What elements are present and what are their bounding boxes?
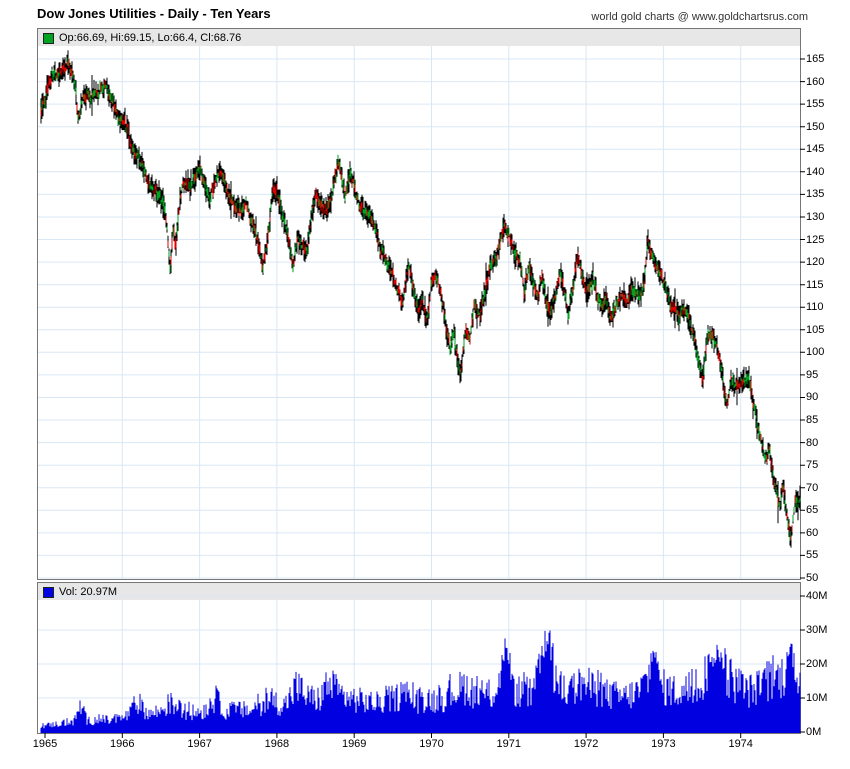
x-axis-tick-label: 1970 <box>419 738 444 750</box>
x-axis-tick-label: 1971 <box>496 738 522 750</box>
y-axis-tick-label: 150 <box>806 120 825 133</box>
y-axis-tick-label: 155 <box>806 98 825 111</box>
y-axis-tick-label: 85 <box>806 414 819 427</box>
y-axis-tick-label: 100 <box>806 346 825 359</box>
x-axis-tick-label: 1973 <box>651 738 676 750</box>
y-axis-tick-label: 135 <box>806 188 825 201</box>
y-axis-tick-label: 10M <box>806 692 828 704</box>
y-axis-tick-label: 20M <box>806 658 828 670</box>
price-panel: Op:66.69, Hi:69.15, Lo:66.4, Cl:68.76 <box>37 28 805 580</box>
x-axis-tick-label: 1972 <box>573 738 599 750</box>
volume-panel: Vol: 20.97M <box>37 582 805 738</box>
price-series-swatch-icon <box>43 32 54 44</box>
x-axis-tick-label: 1965 <box>32 738 58 750</box>
y-axis-tick-label: 55 <box>806 549 819 562</box>
y-axis-tick-label: 95 <box>806 368 819 381</box>
price-legend: Op:66.69, Hi:69.15, Lo:66.4, Cl:68.76 <box>39 31 241 45</box>
y-axis-tick-label: 50 <box>806 572 819 584</box>
volume-legend-label: Vol: 20.97M <box>59 586 118 598</box>
y-axis-tick-label: 110 <box>806 301 824 314</box>
x-axis-tick-label: 1974 <box>728 738 753 750</box>
y-axis-tick-label: 125 <box>806 233 825 246</box>
y-axis-tick-label: 105 <box>806 323 825 336</box>
y-axis-tick-label: 0M <box>806 726 822 738</box>
watermark-text: world gold charts @ www.goldchartsrus.co… <box>591 11 808 23</box>
y-axis-tick-label: 80 <box>806 436 819 449</box>
x-axis-tick-label: 1966 <box>110 738 135 750</box>
y-axis-tick-label: 120 <box>806 256 825 269</box>
y-axis-tick-label: 115 <box>806 278 824 291</box>
y-axis-tick-label: 75 <box>806 459 819 472</box>
y-axis-tick-label: 160 <box>806 75 825 88</box>
x-axis-tick-label: 1969 <box>341 738 367 750</box>
y-axis-tick-label: 140 <box>806 165 825 178</box>
volume-legend: Vol: 20.97M <box>39 585 117 599</box>
y-axis-tick-label: 90 <box>806 391 819 404</box>
y-axis-tick-label: 145 <box>806 143 825 156</box>
x-axis-tick-label: 1967 <box>187 738 212 750</box>
price-chart-svg <box>38 29 805 579</box>
x-axis-tick-label: 1968 <box>264 738 290 750</box>
price-legend-label: Op:66.69, Hi:69.15, Lo:66.4, Cl:68.76 <box>59 32 242 44</box>
y-axis-tick-label: 60 <box>806 526 819 539</box>
y-axis-tick-label: 30M <box>806 624 828 636</box>
y-axis-tick-label: 130 <box>806 210 825 223</box>
y-axis-tick-label: 165 <box>806 53 825 65</box>
y-axis-tick-label: 65 <box>806 504 819 517</box>
volume-series-swatch-icon <box>43 586 54 598</box>
page-title: Dow Jones Utilities - Daily - Ten Years <box>37 6 271 21</box>
y-axis-tick-label: 70 <box>806 481 819 494</box>
volume-chart-svg <box>38 583 805 738</box>
y-axis-tick-label: 40M <box>806 590 828 602</box>
